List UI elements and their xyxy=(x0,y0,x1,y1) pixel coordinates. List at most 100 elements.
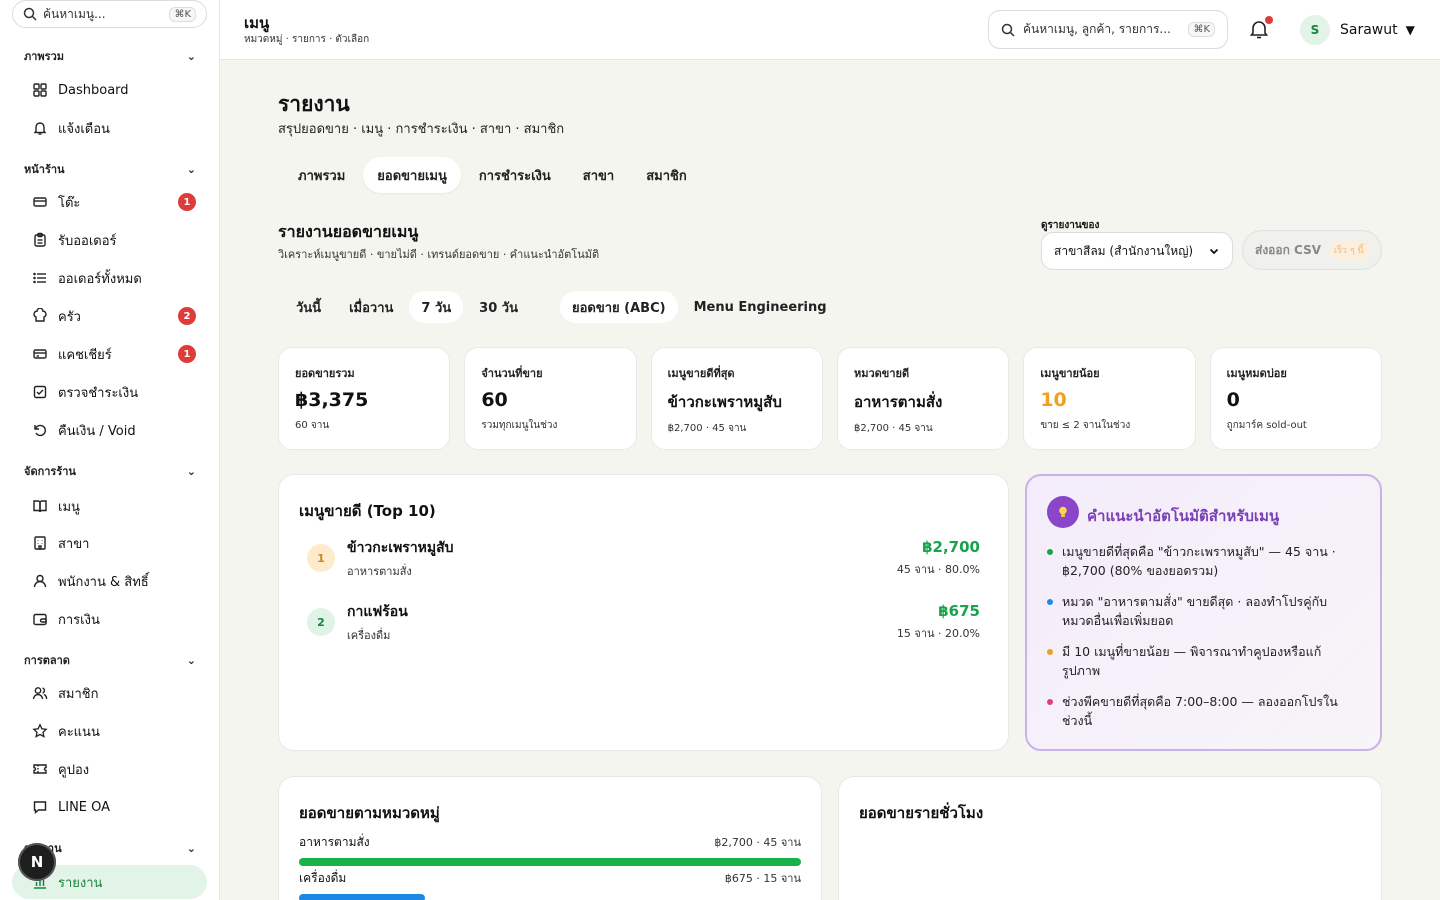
kpi-value: 0 xyxy=(1226,389,1240,411)
chat-icon xyxy=(30,797,50,817)
section-label: ภาพรวม xyxy=(24,50,65,63)
topbar: เมนู หมวดหมู่ · รายการ · ตัวเลือก ค้นหาเ… xyxy=(220,0,1440,60)
user-menu[interactable]: S Sarawut ▼ xyxy=(1300,15,1415,45)
avatar: S xyxy=(1300,15,1330,45)
section-store-management[interactable]: จัดการร้าน ⌄ xyxy=(24,462,196,480)
bullet-dot xyxy=(1047,699,1053,705)
menu-meta: 15 จาน · 20.0% xyxy=(896,627,980,640)
category-name: เครื่องดื่ม xyxy=(299,871,347,885)
tab-menu-sales[interactable]: ยอดขายเมนู xyxy=(363,157,461,193)
hourly-sales-card: ยอดขายรายชั่วโมง xyxy=(838,776,1382,900)
notifications-button[interactable] xyxy=(1248,16,1273,42)
range-today[interactable]: วันนี้ xyxy=(296,300,322,316)
chef-hat-icon xyxy=(30,306,50,326)
chevron-down-icon: ⌄ xyxy=(186,162,196,176)
insight-text: หมวด "อาหารตามสั่ง" ขายดีสุด · ลองทำโปรค… xyxy=(1062,594,1328,628)
branch-select-value: สาขาสีลม (สำนักงานใหญ่) xyxy=(1054,243,1194,258)
branch-select[interactable]: สาขาสีลม (สำนักงานใหญ่) xyxy=(1041,232,1233,270)
sidebar-item-members[interactable]: สมาชิก xyxy=(30,681,196,705)
sidebar-item-refund[interactable]: คืนเงิน / Void xyxy=(30,418,196,442)
sidebar-item-coupons[interactable]: คูปอง xyxy=(30,757,196,781)
report-tabs: ภาพรวม ยอดขายเมนู การชำระเงิน สาขา สมาชิ… xyxy=(284,157,701,193)
sidebar-item-kitchen[interactable]: ครัว 2 xyxy=(30,304,196,328)
view-menu-engineering[interactable]: Menu Engineering xyxy=(693,299,827,315)
sidebar-item-tables[interactable]: โต๊ะ 1 xyxy=(30,190,196,214)
sidebar-item-branches[interactable]: สาขา xyxy=(30,531,196,555)
sidebar-item-cashier[interactable]: แคชเชียร์ 1 xyxy=(30,342,196,366)
global-search-input[interactable]: ค้นหาเมนู, ลูกค้า, รายการ... ⌘K xyxy=(988,10,1228,49)
notification-dot xyxy=(1265,16,1273,24)
section-label: จัดการร้าน xyxy=(24,465,76,478)
export-csv-button[interactable]: ส่งออก CSV เร็ว ๆ นี้ xyxy=(1242,230,1382,270)
chevron-down-icon xyxy=(1208,245,1220,257)
search-icon xyxy=(23,7,37,21)
chevron-down-icon: ⌄ xyxy=(186,49,196,63)
section-storefront[interactable]: หน้าร้าน ⌄ xyxy=(24,160,196,178)
menu-amount: ฿675 xyxy=(938,602,980,620)
tab-overview[interactable]: ภาพรวม xyxy=(298,168,346,184)
sidebar-item-label: แจ้งเตือน xyxy=(58,121,110,137)
sidebar-item-all-orders[interactable]: ออเดอร์ทั้งหมด xyxy=(30,266,196,290)
sidebar-item-label: รายงาน xyxy=(58,875,103,891)
kpi-sub: ฿2,700 · 45 จาน xyxy=(667,423,747,434)
section-subtitle: วิเคราะห์เมนูขายดี · ขายไม่ดี · เทรนด์ยอ… xyxy=(278,248,600,261)
tab-branches[interactable]: สาขา xyxy=(582,168,615,184)
sidebar-item-notifications[interactable]: แจ้งเตือน xyxy=(30,116,196,140)
kpi-value: 60 xyxy=(481,389,508,411)
sidebar-item-staff[interactable]: พนักงาน & สิทธิ์ xyxy=(30,569,196,593)
rank-badge: 1 xyxy=(307,544,335,572)
category-sales-card: ยอดขายตามหมวดหมู่ อาหารตามสั่ง ฿2,700 · 4… xyxy=(278,776,822,900)
undo-icon xyxy=(30,420,50,440)
sidebar-item-points[interactable]: คะแนน xyxy=(30,719,196,743)
user-icon xyxy=(30,571,50,591)
chevron-down-icon: ⌄ xyxy=(186,464,196,478)
check-square-icon xyxy=(30,382,50,402)
card-icon xyxy=(30,344,50,364)
kpi-sub: ถูกมาร์ค sold-out xyxy=(1226,420,1307,431)
sidebar-search-placeholder: ค้นหาเมนู... xyxy=(43,6,106,21)
sidebar-item-take-order[interactable]: รับออเดอร์ xyxy=(30,228,196,252)
list-item[interactable]: 1 ข้าวกะเพราหมูสับ อาหารตามสั่ง ฿2,700 4… xyxy=(307,536,980,580)
sidebar-item-reports[interactable]: รายงาน xyxy=(12,865,207,899)
tab-members[interactable]: สมาชิก xyxy=(646,168,687,184)
sidebar-item-payment-check[interactable]: ตรวจชำระเงิน xyxy=(30,380,196,404)
insight-item: เมนูขายดีที่สุดคือ "ข้าวกะเพราหมูสับ" — … xyxy=(1047,542,1357,580)
sidebar-item-label: รับออเดอร์ xyxy=(58,233,117,249)
insight-item: ช่วงพีคขายดีที่สุดคือ 7:00–8:00 — ลองออก… xyxy=(1047,692,1357,730)
sidebar-item-finance[interactable]: การเงิน xyxy=(30,607,196,631)
kpi-label: เมนูขายน้อย xyxy=(1040,367,1100,380)
sidebar-item-label: แคชเชียร์ xyxy=(58,347,112,363)
sidebar-item-label: เมนู xyxy=(58,499,80,515)
bullet-dot xyxy=(1047,599,1053,605)
range-yesterday[interactable]: เมื่อวาน xyxy=(349,300,394,316)
range-7-days[interactable]: 7 วัน xyxy=(409,291,464,323)
spacer xyxy=(534,291,556,323)
sidebar-item-line-oa[interactable]: LINE OA xyxy=(30,795,196,819)
shortcut-hint: ⌘K xyxy=(1188,22,1215,37)
bullet-dot xyxy=(1047,549,1053,555)
section-overview[interactable]: ภาพรวม ⌄ xyxy=(24,47,196,65)
section-marketing[interactable]: การตลาด ⌄ xyxy=(24,651,196,669)
sidebar-item-label: การเงิน xyxy=(58,612,100,628)
sidebar-item-dashboard[interactable]: Dashboard xyxy=(30,78,196,102)
category-bar xyxy=(299,894,425,900)
sidebar-item-label: LINE OA xyxy=(58,799,111,815)
insights-card: คำแนะนำอัตโนมัติสำหรับเมนู เมนูขายดีที่ส… xyxy=(1025,474,1382,751)
sidebar-search[interactable]: ค้นหาเมนู... ⌘K xyxy=(12,0,207,28)
sidebar-item-menu[interactable]: เมนู xyxy=(30,494,196,518)
tab-payments[interactable]: การชำระเงิน xyxy=(478,168,551,184)
view-abc[interactable]: ยอดขาย (ABC) xyxy=(559,291,678,323)
shortcut-hint: ⌘K xyxy=(169,6,196,22)
kpi-label: จำนวนที่ขาย xyxy=(481,367,543,380)
bell-icon xyxy=(30,118,50,138)
insight-text: ช่วงพีคขายดีที่สุดคือ 7:00–8:00 — ลองออก… xyxy=(1062,694,1338,728)
search-placeholder: ค้นหาเมนู, ลูกค้า, รายการ... xyxy=(1023,22,1171,36)
sidebar-item-label: ตรวจชำระเงิน xyxy=(58,385,139,401)
dev-tools-button[interactable]: N xyxy=(18,843,56,881)
kpi-label: ยอดขายรวม xyxy=(295,367,355,380)
category-bar-track xyxy=(299,858,801,866)
count-badge: 1 xyxy=(178,345,196,363)
kpi-best-menu: เมนูขายดีที่สุด ข้าวกะเพราหมูสับ ฿2,700 … xyxy=(650,347,823,450)
range-30-days[interactable]: 30 วัน xyxy=(479,300,518,316)
list-item[interactable]: 2 กาแฟร้อน เครื่องดื่ม ฿675 15 จาน · 20.… xyxy=(307,600,980,644)
